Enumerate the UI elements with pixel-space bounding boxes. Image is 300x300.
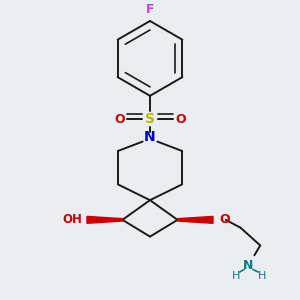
Text: O: O: [175, 113, 186, 126]
Text: N: N: [243, 259, 254, 272]
Polygon shape: [87, 216, 122, 223]
Text: O: O: [114, 113, 125, 126]
Text: OH: OH: [62, 213, 82, 226]
Text: H: H: [232, 271, 240, 281]
Text: S: S: [145, 112, 155, 126]
Text: F: F: [146, 3, 154, 16]
Text: O: O: [219, 213, 230, 226]
Polygon shape: [178, 216, 213, 223]
Text: H: H: [258, 271, 266, 281]
Text: N: N: [144, 130, 156, 144]
